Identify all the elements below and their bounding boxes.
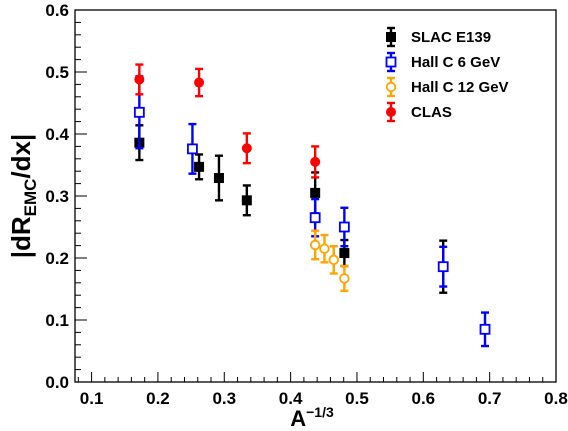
point-marker [194, 161, 205, 172]
point-marker [241, 195, 252, 206]
data-point [328, 245, 339, 275]
data-point [310, 145, 321, 179]
x-tick-label: 0.2 [146, 389, 170, 408]
legend-marker [385, 81, 397, 93]
legend-label: Hall C 6 GeV [411, 54, 500, 71]
series-0 [134, 124, 449, 294]
y-axis-title: |dREMC/dx| [6, 134, 40, 259]
data-marks [133, 63, 491, 348]
point-marker [319, 243, 330, 254]
x-tick-label: 0.8 [544, 389, 568, 408]
x-axis-title: A−1/3 [290, 404, 334, 431]
legend-item: Hall C 12 GeV [385, 76, 509, 98]
legend-marker [386, 32, 396, 42]
data-point [437, 245, 449, 288]
point-marker [310, 156, 321, 167]
data-point [213, 154, 224, 202]
x-tick-label: 0.7 [478, 389, 502, 408]
x-tick-label: 0.3 [212, 389, 236, 408]
tick-labels: 0.1 0.2 0.3 0.4 0.5 0.6 0.7 0.8 0.0 0.1 0.2 0.3 0.4 0… [45, 1, 567, 408]
y-tick-label: 0.2 [45, 249, 69, 268]
x-tick-label: 0.6 [411, 389, 435, 408]
data-point [319, 233, 330, 264]
legend-item: SLAC E139 [386, 26, 491, 48]
point-marker [339, 273, 350, 284]
point-marker [213, 173, 224, 184]
y-tick-label: 0.1 [45, 311, 69, 330]
y-tick-label: 0.3 [45, 187, 69, 206]
point-marker [194, 77, 205, 88]
point-marker [134, 74, 145, 85]
point-marker [338, 221, 350, 233]
point-marker [310, 187, 321, 198]
point-marker [339, 248, 350, 259]
data-point [309, 229, 321, 261]
data-point [194, 67, 205, 98]
y-tick-label: 0.0 [45, 373, 69, 392]
point-marker [309, 239, 321, 251]
legend-item: CLAS [386, 101, 452, 123]
data-point [187, 122, 198, 175]
series-3 [134, 63, 321, 179]
legend-item: Hall C 6 GeV [385, 51, 500, 73]
point-marker [479, 323, 491, 335]
legend-label: Hall C 12 GeV [411, 79, 509, 96]
data-point [338, 206, 350, 248]
point-marker [133, 106, 145, 118]
y-tick-label: 0.6 [45, 1, 69, 20]
point-marker [437, 261, 449, 273]
y-tick-label: 0.4 [45, 125, 69, 144]
data-point [241, 184, 252, 217]
legend-label: SLAC E139 [411, 29, 491, 46]
point-marker [328, 254, 339, 266]
point-marker [187, 143, 198, 155]
point-marker [309, 212, 321, 224]
x-tick-label: 0.5 [345, 389, 369, 408]
point-marker [241, 143, 252, 154]
legend-marker [386, 107, 396, 117]
legend-marker [385, 56, 397, 68]
x-tick-label: 0.4 [279, 389, 303, 408]
data-point [194, 153, 205, 181]
axis-ticks [75, 9, 557, 383]
y-tick-label: 0.5 [45, 63, 69, 82]
data-point [241, 132, 252, 165]
legend-label: CLAS [411, 104, 452, 121]
data-point [479, 311, 491, 348]
series-2 [309, 229, 350, 293]
data-point [339, 264, 350, 293]
legend: SLAC E139 Hall C 6 GeV Hall C 12 GeV CLAS [385, 26, 509, 123]
data-point [134, 63, 145, 96]
axis-titles: A−1/3 |dREMC/dx| [6, 134, 334, 431]
x-tick-label: 0.1 [80, 389, 104, 408]
